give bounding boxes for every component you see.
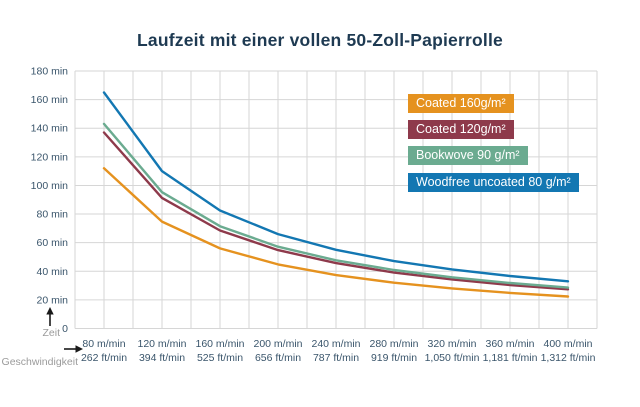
data-line-bookwove-90-g-m- bbox=[102, 122, 570, 289]
x-tick-label-metric: 200 m/min bbox=[253, 338, 302, 350]
y-tick-label: 80 min bbox=[36, 209, 68, 221]
x-tick-label-imperial: 525 ft/min bbox=[197, 352, 243, 364]
x-tick-label-metric: 160 m/min bbox=[195, 338, 244, 350]
x-axis-name: Geschwindigkeit bbox=[2, 356, 79, 368]
y-tick-label: 100 min bbox=[31, 180, 69, 192]
x-tick-label-metric: 400 m/min bbox=[543, 338, 592, 350]
y-tick-label: 160 min bbox=[31, 94, 69, 106]
data-line-coated-160g-m- bbox=[102, 167, 570, 298]
y-axis-arrow-icon bbox=[46, 307, 54, 315]
y-tick-label: 120 min bbox=[31, 151, 69, 163]
x-tick-label-metric: 280 m/min bbox=[369, 338, 418, 350]
x-tick-label-metric: 120 m/min bbox=[137, 338, 186, 350]
x-tick-label-metric: 320 m/min bbox=[427, 338, 476, 350]
y-axis-name: Zeit bbox=[42, 327, 60, 339]
y-tick-label: 20 min bbox=[36, 294, 68, 306]
x-tick-label-metric: 80 m/min bbox=[82, 338, 125, 350]
x-tick-label-imperial: 1,312 ft/min bbox=[541, 352, 596, 364]
x-tick-label-metric: 360 m/min bbox=[485, 338, 534, 350]
x-tick-label-imperial: 1,050 ft/min bbox=[425, 352, 480, 364]
x-tick-label-imperial: 919 ft/min bbox=[371, 352, 417, 364]
data-line-coated-120g-m- bbox=[102, 131, 570, 291]
y-zero-label: 0 bbox=[62, 323, 68, 335]
x-tick-label-metric: 240 m/min bbox=[311, 338, 360, 350]
y-tick-label: 180 min bbox=[31, 66, 69, 78]
y-tick-label: 40 min bbox=[36, 266, 68, 278]
y-tick-label: 140 min bbox=[31, 123, 69, 135]
x-tick-label-imperial: 656 ft/min bbox=[255, 352, 301, 364]
x-tick-label-imperial: 262 ft/min bbox=[81, 352, 127, 364]
x-tick-label-imperial: 1,181 ft/min bbox=[483, 352, 538, 364]
x-axis-arrow-icon bbox=[75, 345, 83, 353]
x-tick-label-imperial: 394 ft/min bbox=[139, 352, 185, 364]
y-tick-label: 60 min bbox=[36, 237, 68, 249]
x-tick-label-imperial: 787 ft/min bbox=[313, 352, 359, 364]
chart-title: Laufzeit mit einer vollen 50-Zoll-Papier… bbox=[137, 30, 503, 50]
data-line-woodfree-uncoated-80-g-m- bbox=[102, 91, 570, 283]
